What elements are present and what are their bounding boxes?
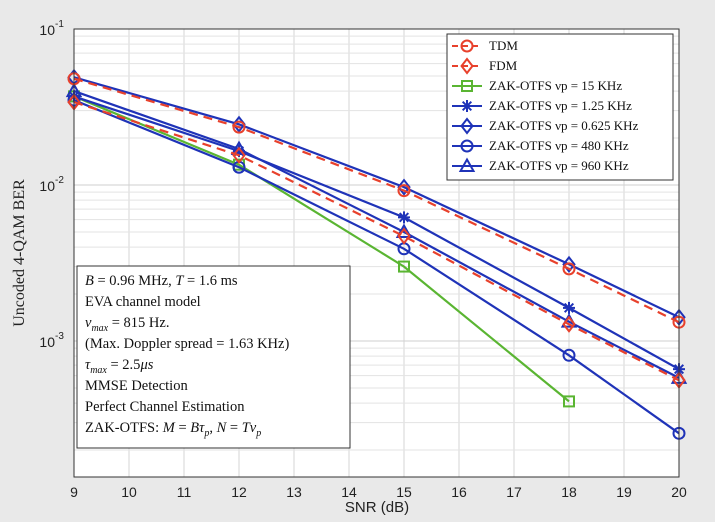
annotation-line-7: ZAK-OTFS: M = Bτp, N = Tνp [85,420,261,439]
legend-entry-3: ZAK-OTFS νp = 1.25 KHz [452,98,632,113]
series-1 [67,93,686,389]
y-tick-label-1: 10 -2 [39,175,64,194]
annotation-line-3: (Max. Doppler spread = 1.63 KHz) [85,336,289,352]
annotation-line-1: EVA channel model [85,294,201,310]
legend-entry-4: ZAK-OTFS νp = 0.625 KHz [452,117,639,135]
legend-entry-5: ZAK-OTFS νp = 480 KHz [452,138,629,153]
plot-frame [73,28,680,478]
series-line-1 [73,101,680,382]
legend-marker-1 [460,57,474,75]
y-tick-exp-0: -1 [55,19,64,30]
legend-label-0: TDM [489,38,518,53]
y-tick-base-2: 10 [39,334,55,350]
x-tick-label-2: 11 [177,484,192,500]
series-4-point-2 [397,178,411,196]
x-tick-label-0: 9 [70,484,78,500]
x-tick-label-3: 12 [231,484,247,500]
annotation: B = 0.96 MHz, T = 1.6 ms EVA channel mod… [76,265,351,449]
legend: TDM FDM ZAK-OTFS νp = 15 KHz ZAK-OTFS νp = … [446,33,674,181]
series-1-point-1 [232,146,246,164]
series-line-5 [73,99,680,435]
legend-entry-1: FDM [452,57,518,75]
legend-label-3: ZAK-OTFS νp = 1.25 KHz [489,98,632,113]
x-tick-label-9: 18 [561,484,577,500]
y-tick-exp-2: -3 [55,331,64,342]
series-1-point-3 [562,315,576,333]
annotation-line-5: MMSE Detection [85,378,188,394]
series-0-point-1 [232,120,246,134]
y-tick-label-2: 10 -3 [39,331,64,350]
x-tick-label-1: 10 [121,484,137,500]
x-tick-label-11: 20 [671,484,687,500]
x-tick-label-4: 13 [286,484,302,500]
series-3-point-2 [398,211,410,224]
legend-label-5: ZAK-OTFS νp = 480 KHz [489,138,629,153]
series-6-point-2 [395,223,413,238]
annotation-line-2: νmax = 815 Hz. [85,315,169,334]
legend-label-4: ZAK-OTFS νp = 0.625 KHz [489,118,639,133]
legend-label-6: ZAK-OTFS νp = 960 KHz [489,158,629,173]
series-5-point-3 [562,348,576,362]
legend-marker-6 [458,157,476,172]
x-tick-label-6: 15 [396,484,412,500]
legend-label-1: FDM [489,58,518,73]
x-tick-label-5: 14 [341,484,357,500]
y-tick-label-0: 10 -1 [39,19,64,38]
series-6-point-1 [230,140,248,156]
legend-entry-0: TDM [452,38,518,53]
legend-marker-5 [460,139,474,153]
legend-marker-2 [461,80,473,92]
legend-entry-2: ZAK-OTFS νp = 15 KHz [452,78,622,93]
legend-marker-3 [461,100,473,112]
legend-entry-6: ZAK-OTFS νp = 960 KHz [452,157,629,173]
annotation-line-0: B = 0.96 MHz, T = 1.6 ms [85,273,238,289]
x-tick-label-7: 16 [451,484,467,500]
series-line-4 [73,76,680,319]
x-tick-label-10: 19 [616,484,632,500]
x-axis-title: SNR (dB) [345,499,409,516]
x-tick-label-8: 17 [506,484,522,500]
series-2-point-3 [563,395,575,408]
series-3-point-3 [563,301,575,314]
y-tick-base-1: 10 [39,178,55,194]
series-0-point-2 [397,184,411,198]
series-line-6 [73,90,680,379]
series-1-point-2 [397,227,411,245]
y-axis-title: Uncoded 4-QAM BER [11,179,28,327]
legend-entries: TDM FDM ZAK-OTFS νp = 15 KHz ZAK-OTFS νp = … [452,38,639,173]
series-line-2 [73,95,570,403]
legend-label-2: ZAK-OTFS νp = 15 KHz [489,78,622,93]
legend-box [446,33,674,181]
y-tick-exp-1: -2 [55,175,64,186]
series-group [65,68,688,440]
legend-marker-4 [460,117,474,135]
legend-marker-0 [460,39,474,53]
annotation-line-4: τmax = 2.5μs [85,357,154,376]
annotation-box [76,265,351,449]
series-2-point-2 [398,260,410,273]
series-line-0 [73,77,680,324]
annotation-line-6: Perfect Channel Estimation [85,399,245,415]
series-4-point-3 [562,255,576,273]
y-tick-base-0: 10 [39,22,55,38]
series-0-point-3 [562,262,576,276]
